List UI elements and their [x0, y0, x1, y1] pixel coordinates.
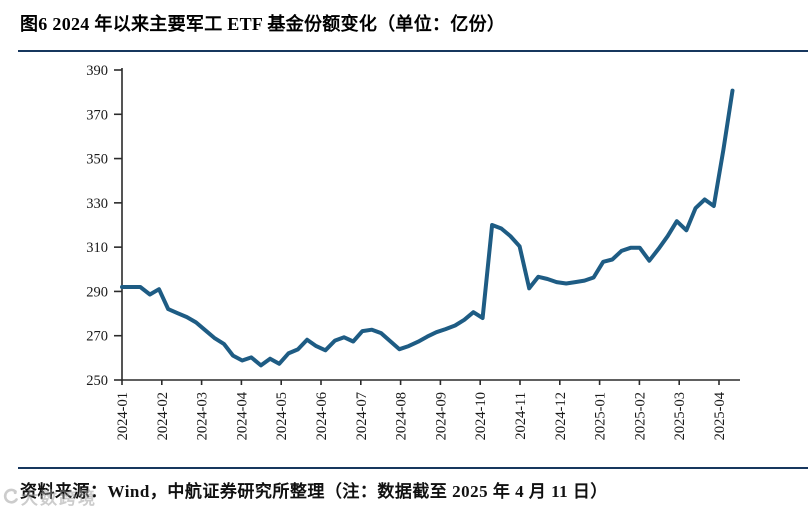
y-tick-label: 270 — [86, 329, 108, 345]
y-tick-label: 290 — [86, 284, 108, 300]
x-tick-label: 2025-03 — [672, 392, 688, 440]
y-tick-label: 250 — [86, 373, 108, 389]
x-tick-label: 2025-04 — [712, 391, 728, 440]
y-tick-label: 350 — [86, 152, 108, 168]
x-tick-label: 2024-03 — [195, 392, 211, 440]
x-tick-label: 2024-04 — [234, 391, 250, 440]
x-tick-label: 2024-09 — [433, 392, 449, 440]
y-tick-label: 310 — [86, 240, 108, 256]
x-tick-label: 2024-01 — [115, 392, 131, 440]
y-tick-label: 390 — [86, 63, 108, 79]
x-tick-label: 2025-02 — [632, 392, 648, 440]
etf-share-series-line — [120, 88, 735, 368]
y-tick-label: 330 — [86, 196, 108, 212]
x-tick-label: 2024-02 — [155, 392, 171, 440]
x-tick-label: 2024-11 — [513, 392, 529, 440]
x-tick-label: 2024-12 — [553, 392, 569, 440]
x-tick-label: 2024-06 — [314, 392, 330, 440]
title-divider — [18, 50, 808, 52]
x-tick-label: 2024-05 — [274, 392, 290, 440]
x-tick-label: 2025-01 — [593, 392, 609, 440]
source-note: 资料来源：Wind，中航证券研究所整理（注：数据截至 2025 年 4 月 11… — [20, 482, 608, 501]
figure-title: 图6 2024 年以来主要军工 ETF 基金份额变化（单位：亿份） — [20, 14, 506, 34]
x-tick-label: 2024-07 — [354, 392, 370, 440]
y-tick-label: 370 — [86, 107, 108, 123]
x-tick-label: 2024-08 — [394, 392, 410, 440]
source-divider — [18, 467, 808, 469]
x-tick-label: 2024-10 — [473, 392, 489, 440]
